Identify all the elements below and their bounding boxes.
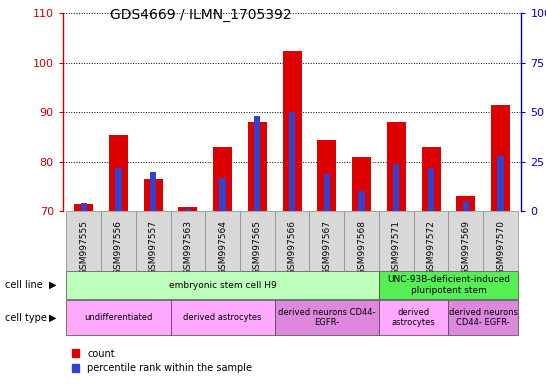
Bar <box>74 204 93 211</box>
Text: GSM997557: GSM997557 <box>149 220 158 275</box>
Bar <box>109 134 128 211</box>
Text: derived neurons
CD44- EGFR-: derived neurons CD44- EGFR- <box>449 308 518 328</box>
Bar <box>456 196 476 211</box>
FancyBboxPatch shape <box>414 211 448 271</box>
FancyBboxPatch shape <box>136 211 170 271</box>
FancyBboxPatch shape <box>483 211 518 271</box>
Bar <box>359 192 365 211</box>
Bar <box>219 177 225 211</box>
Bar <box>324 174 330 211</box>
Text: GSM997556: GSM997556 <box>114 220 123 275</box>
FancyBboxPatch shape <box>205 211 240 271</box>
FancyBboxPatch shape <box>240 211 275 271</box>
Bar <box>80 203 87 211</box>
Text: cell type: cell type <box>5 313 48 323</box>
Text: GSM997570: GSM997570 <box>496 220 505 275</box>
Bar <box>144 179 163 211</box>
Bar <box>317 139 336 211</box>
Bar <box>428 168 434 211</box>
Bar <box>393 164 400 211</box>
Bar <box>387 122 406 211</box>
Bar <box>497 156 504 211</box>
FancyBboxPatch shape <box>448 211 483 271</box>
FancyBboxPatch shape <box>379 271 518 299</box>
Legend: count, percentile rank within the sample: count, percentile rank within the sample <box>68 345 256 377</box>
Text: embryonic stem cell H9: embryonic stem cell H9 <box>169 281 276 290</box>
Text: undifferentiated: undifferentiated <box>84 313 152 322</box>
FancyBboxPatch shape <box>66 300 170 335</box>
Text: GSM997568: GSM997568 <box>357 220 366 275</box>
Bar <box>248 122 267 211</box>
FancyBboxPatch shape <box>170 211 205 271</box>
FancyBboxPatch shape <box>101 211 136 271</box>
Bar <box>213 147 232 211</box>
Text: GSM997569: GSM997569 <box>461 220 470 275</box>
FancyBboxPatch shape <box>275 300 379 335</box>
Bar <box>254 116 260 211</box>
FancyBboxPatch shape <box>66 271 379 299</box>
Bar <box>179 207 198 211</box>
FancyBboxPatch shape <box>379 211 414 271</box>
Text: UNC-93B-deficient-induced
pluripotent stem: UNC-93B-deficient-induced pluripotent st… <box>387 275 510 295</box>
Bar <box>283 51 301 211</box>
FancyBboxPatch shape <box>170 300 275 335</box>
FancyBboxPatch shape <box>344 211 379 271</box>
Text: ▶: ▶ <box>49 313 57 323</box>
Text: GSM997566: GSM997566 <box>288 220 296 275</box>
FancyBboxPatch shape <box>66 211 101 271</box>
FancyBboxPatch shape <box>275 211 310 271</box>
Bar <box>352 157 371 211</box>
Bar <box>462 201 469 211</box>
Text: GSM997563: GSM997563 <box>183 220 192 275</box>
FancyBboxPatch shape <box>310 211 344 271</box>
Bar <box>491 105 510 211</box>
Text: derived neurons CD44-
EGFR-: derived neurons CD44- EGFR- <box>278 308 376 328</box>
Text: GSM997555: GSM997555 <box>79 220 88 275</box>
Bar <box>422 147 441 211</box>
Text: derived
astrocytes: derived astrocytes <box>392 308 436 328</box>
Text: GSM997571: GSM997571 <box>392 220 401 275</box>
FancyBboxPatch shape <box>379 300 448 335</box>
Text: derived astrocytes: derived astrocytes <box>183 313 262 322</box>
Text: ▶: ▶ <box>49 280 57 290</box>
Text: GSM997572: GSM997572 <box>426 220 436 275</box>
Bar <box>185 209 191 211</box>
Text: cell line: cell line <box>5 280 43 290</box>
Text: GSM997567: GSM997567 <box>322 220 331 275</box>
Text: GSM997565: GSM997565 <box>253 220 262 275</box>
FancyBboxPatch shape <box>448 300 518 335</box>
Text: GDS4669 / ILMN_1705392: GDS4669 / ILMN_1705392 <box>110 8 291 22</box>
Bar <box>150 172 156 211</box>
Bar <box>289 113 295 211</box>
Text: GSM997564: GSM997564 <box>218 220 227 275</box>
Bar <box>115 168 122 211</box>
